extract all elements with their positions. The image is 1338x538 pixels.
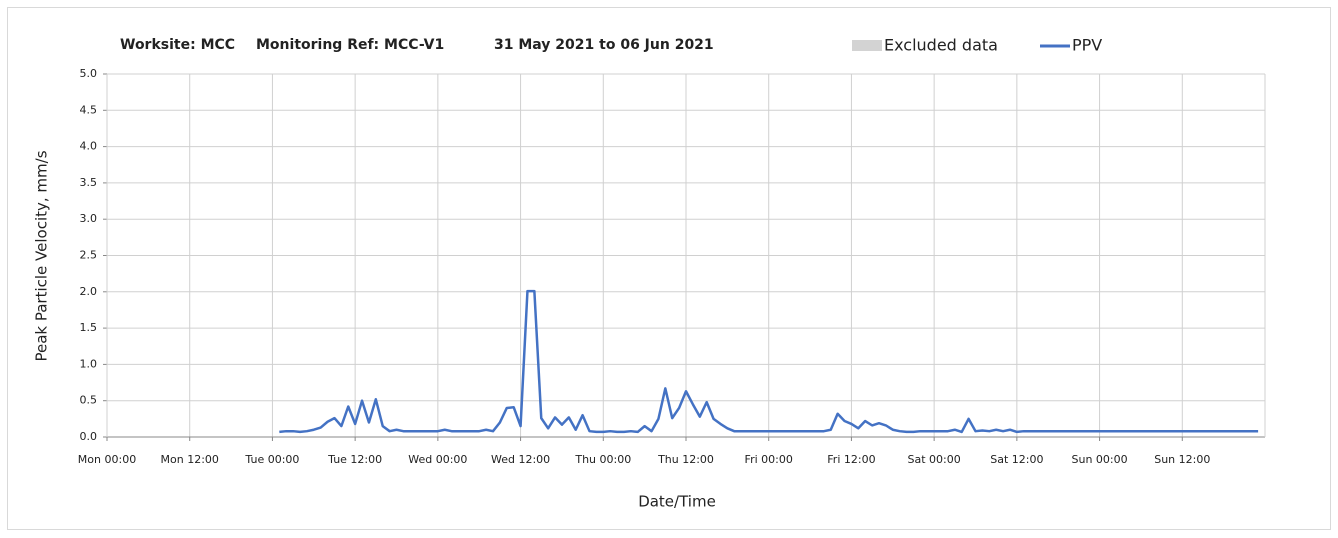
- title-dates: 31 May 2021 to 06 Jun 2021: [494, 37, 714, 53]
- x-tick-label: Sun 00:00: [1072, 453, 1128, 466]
- x-tick-label: Fri 12:00: [827, 453, 875, 466]
- x-tick-label: Wed 12:00: [491, 453, 550, 466]
- legend-label-ppv: PPV: [1072, 36, 1102, 55]
- y-tick-label: 2.5: [80, 249, 98, 262]
- x-tick-label: Thu 00:00: [574, 453, 631, 466]
- y-axis-label: Peak Particle Velocity, mm/s: [33, 150, 51, 361]
- y-tick-label: 3.0: [80, 212, 98, 225]
- title-worksite: Worksite: MCC: [120, 37, 235, 53]
- y-tick-label: 4.0: [80, 140, 98, 153]
- x-tick-label: Sun 12:00: [1154, 453, 1210, 466]
- y-tick-label: 2.0: [80, 285, 98, 298]
- y-tick-label: 1.0: [80, 357, 98, 370]
- legend-swatch-excluded: [852, 40, 882, 51]
- chart-frame: [7, 7, 1331, 530]
- legend-label-excluded: Excluded data: [884, 36, 998, 55]
- title-ref: Monitoring Ref: MCC-V1: [256, 37, 444, 53]
- x-tick-label: Sat 00:00: [908, 453, 961, 466]
- y-tick-label: 3.5: [80, 176, 98, 189]
- x-tick-label: Thu 12:00: [657, 453, 714, 466]
- x-tick-label: Mon 12:00: [161, 453, 219, 466]
- y-tick-label: 0.5: [80, 394, 98, 407]
- y-tick-label: 4.5: [80, 103, 98, 116]
- y-tick-label: 5.0: [80, 67, 98, 80]
- y-tick-label: 0.0: [80, 430, 98, 443]
- x-tick-label: Sat 12:00: [990, 453, 1043, 466]
- x-tick-label: Mon 00:00: [78, 453, 136, 466]
- x-tick-label: Wed 00:00: [408, 453, 467, 466]
- ppv-line: [279, 289, 1259, 434]
- x-tick-label: Tue 00:00: [244, 453, 299, 466]
- x-tick-label: Tue 12:00: [327, 453, 382, 466]
- x-axis-label: Date/Time: [638, 493, 716, 511]
- y-tick-label: 1.5: [80, 321, 98, 334]
- x-tick-label: Fri 00:00: [745, 453, 793, 466]
